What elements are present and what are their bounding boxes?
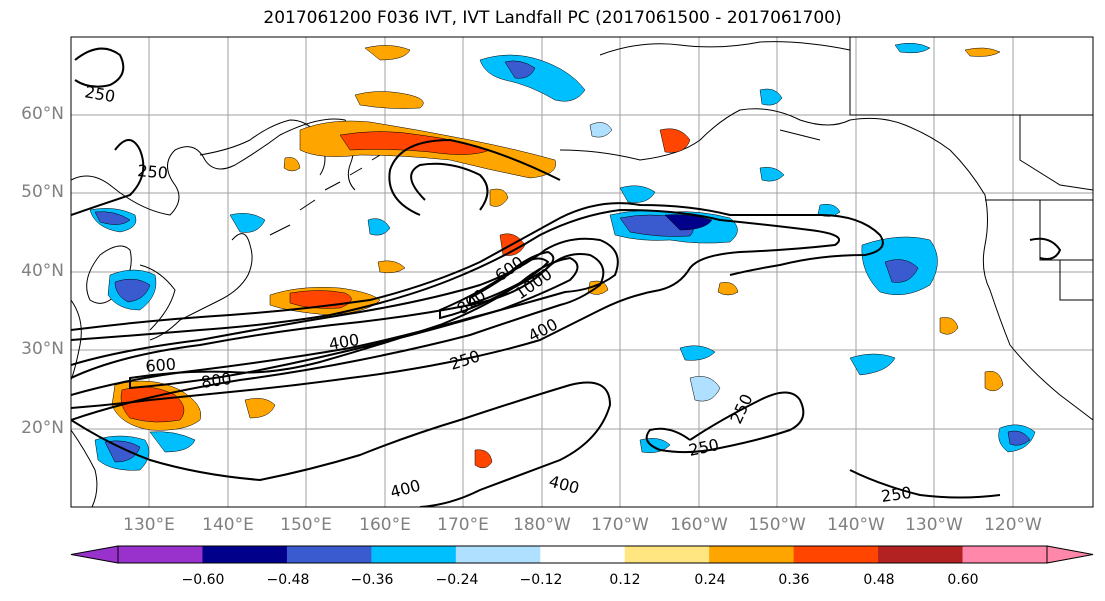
colorbar-swatch — [118, 546, 203, 563]
map-title: 2017061200 F036 IVT, IVT Landfall PC (20… — [263, 8, 842, 28]
lat-label: 40°N — [21, 261, 64, 281]
lon-label: 160°E — [359, 515, 411, 535]
lon-label: 120°W — [984, 515, 1042, 535]
lon-gridlines — [148, 37, 1014, 507]
lon-label: 150°E — [280, 515, 332, 535]
colorbar-swatch — [540, 546, 626, 563]
colorbar-swatch — [878, 546, 964, 563]
colorbar-tick-label: −0.48 — [266, 572, 310, 588]
colorbar-tick-label: −0.24 — [435, 572, 479, 588]
colorbar-swatch — [202, 546, 288, 563]
colorbar-tick-label: 0.36 — [778, 572, 810, 588]
coastlines — [71, 41, 1093, 507]
colorbar-tick-label: 0.12 — [609, 572, 641, 588]
colorbar-swatch — [624, 546, 710, 563]
colorbar-tick-label: 0.60 — [947, 572, 979, 588]
colorbar-tick-label: −0.36 — [350, 572, 394, 588]
lon-label: 140°W — [827, 515, 885, 535]
colorbar-tick-label: 0.48 — [863, 572, 895, 588]
lon-label: 170°E — [437, 515, 489, 535]
colorbar-frame — [117, 545, 1048, 564]
contour-label: 250 — [880, 483, 913, 506]
contour-label: 800 — [200, 369, 233, 392]
colorbar-tick-label: −0.60 — [181, 572, 225, 588]
political-borders — [849, 37, 1093, 301]
colorbar-swatch — [962, 546, 1048, 563]
colorbar-extend-low — [70, 545, 119, 564]
colorbar-tick-label: 0.24 — [694, 572, 726, 588]
contour-label: 250 — [137, 161, 169, 183]
lon-label: 150°W — [748, 515, 806, 535]
map-frame — [70, 36, 1094, 508]
shaded-pc-regions — [89, 42, 1036, 471]
lon-label: 160°W — [670, 515, 728, 535]
lon-label: 130°W — [905, 515, 963, 535]
ivt-contours — [71, 47, 1062, 507]
lon-label: 180°W — [513, 515, 571, 535]
lon-label: 170°W — [591, 515, 649, 535]
colorbar-swatch — [371, 546, 457, 563]
lat-label: 60°N — [21, 104, 64, 124]
lat-label: 20°N — [21, 418, 64, 438]
colorbar-swatch — [455, 546, 541, 563]
lat-label: 30°N — [21, 339, 64, 359]
colorbar-swatches — [118, 546, 1048, 563]
contour-label: 600 — [145, 354, 177, 376]
colorbar-swatch — [709, 546, 795, 563]
colorbar-swatch — [793, 546, 879, 563]
colorbar-tick-label: −0.12 — [519, 572, 563, 588]
colorbar-swatch — [286, 546, 372, 563]
lon-label: 130°E — [123, 515, 175, 535]
lat-label: 50°N — [21, 182, 64, 202]
colorbar — [70, 545, 1094, 564]
colorbar-extend-high — [1046, 545, 1094, 564]
lon-label: 140°E — [202, 515, 254, 535]
